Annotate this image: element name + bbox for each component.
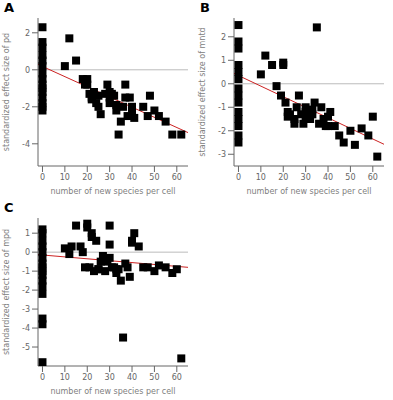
svg-text:2: 2: [25, 29, 30, 38]
svg-text:60: 60: [172, 173, 182, 182]
svg-text:standardized effect size of mp: standardized effect size of mpd: [8, 229, 11, 355]
svg-text:50: 50: [149, 173, 159, 182]
svg-text:-1: -1: [218, 103, 226, 112]
svg-text:0: 0: [221, 80, 226, 89]
svg-text:number of new species per cell: number of new species per cell: [50, 187, 175, 196]
svg-text:40: 40: [127, 373, 137, 382]
svg-text:-3: -3: [22, 305, 30, 314]
svg-text:-2: -2: [22, 286, 30, 295]
svg-text:-2: -2: [218, 127, 226, 136]
svg-text:number of new species per cell: number of new species per cell: [50, 387, 175, 396]
svg-text:0: 0: [40, 173, 45, 182]
svg-text:60: 60: [172, 373, 182, 382]
svg-text:20: 20: [82, 373, 92, 382]
svg-text:10: 10: [60, 373, 70, 382]
svg-text:40: 40: [323, 173, 333, 182]
svg-text:0: 0: [25, 66, 30, 75]
svg-text:-1: -1: [22, 267, 30, 276]
html-text:A: A: [4, 0, 15, 15]
svg-text:30: 30: [105, 173, 115, 182]
svg-text:10: 10: [60, 173, 70, 182]
svg-text:50: 50: [149, 373, 159, 382]
svg-text:40: 40: [127, 173, 137, 182]
html-text:B: B: [200, 0, 210, 15]
svg-text:number of new species per cell: number of new species per cell: [246, 187, 371, 196]
svg-text:30: 30: [301, 173, 311, 182]
svg-text:standardized effect size of mn: standardized effect size of mntd: [198, 27, 207, 156]
svg-text:0: 0: [25, 248, 30, 257]
svg-text:1: 1: [25, 229, 30, 238]
svg-text:-3: -3: [218, 150, 226, 159]
svg-text:50: 50: [345, 173, 355, 182]
svg-text:0: 0: [236, 173, 241, 182]
svg-text:0: 0: [40, 373, 45, 382]
svg-text:standardized effect size of pd: standardized effect size of pd: [8, 33, 11, 151]
svg-text:60: 60: [368, 173, 378, 182]
html-text:C: C: [4, 200, 14, 215]
svg-text:1: 1: [221, 56, 226, 65]
svg-text:-5: -5: [22, 343, 30, 352]
svg-text:2: 2: [221, 33, 226, 42]
svg-text:-4: -4: [22, 140, 30, 149]
svg-text:20: 20: [278, 173, 288, 182]
svg-text:20: 20: [82, 173, 92, 182]
svg-text:30: 30: [105, 373, 115, 382]
svg-text:10: 10: [256, 173, 266, 182]
svg-text:-2: -2: [22, 103, 30, 112]
svg-text:-4: -4: [22, 324, 30, 333]
